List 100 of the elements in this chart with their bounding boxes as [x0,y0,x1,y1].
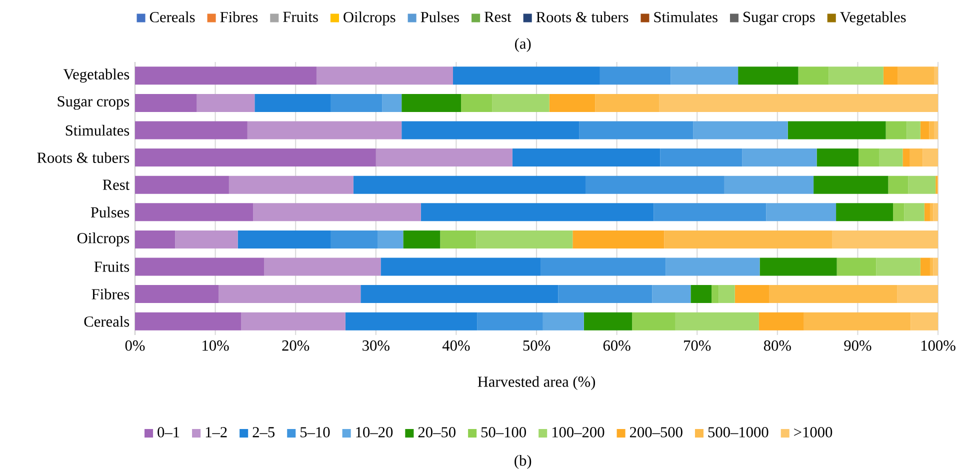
bar [933,258,938,276]
bar [353,176,586,194]
x-tick-label: 80% [764,340,791,351]
bar [922,148,938,167]
bar [218,285,361,304]
bar [652,285,691,304]
bar [228,176,354,194]
bar [690,285,712,304]
bar [718,285,735,304]
bar [600,66,671,85]
legend-label: Sugar crops [744,12,815,26]
bar [712,285,719,304]
bar [933,203,938,222]
bar [376,148,512,167]
y-tick-label: Sugar crops [58,96,130,110]
x-tick-label: 20% [282,340,310,351]
bar [660,148,742,167]
bar [558,285,652,304]
bar [832,230,938,248]
bar [910,148,923,167]
bar [403,230,440,248]
bar [241,312,346,330]
bar [452,66,600,85]
y-tick-label: Pulses [90,206,130,218]
bar [542,312,584,330]
bar [930,258,934,276]
bar [135,285,219,304]
bar [670,66,738,85]
legend-label: 5–10 [300,427,330,438]
legend-label: 0–1 [158,427,180,438]
bar [420,203,654,222]
bar [902,148,910,167]
bar [512,148,660,167]
bar [814,176,888,194]
legend-label: 500–1000 [708,427,768,438]
bar [572,230,664,248]
bar [924,203,930,222]
y-tick-label: Fibres [92,288,130,300]
bar [402,121,580,140]
bar [135,148,376,167]
legend-label: 10–20 [356,427,393,438]
legend-label: Cereals [150,12,195,22]
bar [440,230,476,248]
bar [883,66,898,85]
x-tick-label: 90% [844,340,872,351]
bar [908,176,936,194]
legend-label: Fibres [220,12,258,22]
bar [816,148,859,167]
bar [549,94,596,112]
bar [934,66,938,85]
bar [920,258,930,276]
bar [930,203,934,222]
text: (b) [514,454,532,469]
x-tick-label: 100% [921,340,956,351]
bar [934,121,938,140]
bar [135,66,316,85]
bar [766,203,836,222]
bar [476,230,573,248]
x-tick-label: 30% [362,340,390,351]
legend-label: Oilcrops [344,12,396,26]
bar [584,312,632,330]
bar [920,121,930,140]
y-tick-label: Oilcrops [77,232,130,246]
bar [904,203,924,222]
bar [492,94,550,112]
bar [402,94,462,112]
bar [330,230,378,248]
bar [382,94,402,112]
legend-label: Stimulates [654,12,718,22]
legend-label: 2–5 [252,427,275,438]
bar [135,230,176,248]
bar [734,285,770,304]
legend-label: 20–50 [418,427,456,438]
y-tick-label: Stimulates [66,124,130,136]
bar [888,176,908,194]
legend-label: Fruits [283,12,318,22]
bar [876,258,920,276]
y-tick-label: Fruits [94,262,130,272]
y-tick-label: Vegetables [63,68,130,83]
bar [380,258,541,276]
bar [595,94,660,112]
bar [135,121,248,140]
bar [330,94,382,112]
x-tick-label: 0% [125,340,145,351]
bar [585,176,724,194]
bar [742,148,817,167]
bar [893,203,904,222]
bar [836,203,894,222]
bar [196,94,255,112]
bar [654,203,766,222]
x-tick-label: 60% [603,340,630,351]
legend-label: >1000 [794,427,832,438]
bar [175,230,238,248]
bar [264,258,381,276]
bar [738,66,798,85]
y-tick-label: Rest [102,180,130,190]
x-tick-label: 70% [684,340,711,351]
bar [540,258,666,276]
bar [378,230,404,248]
x-tick-label: 40% [442,340,470,351]
